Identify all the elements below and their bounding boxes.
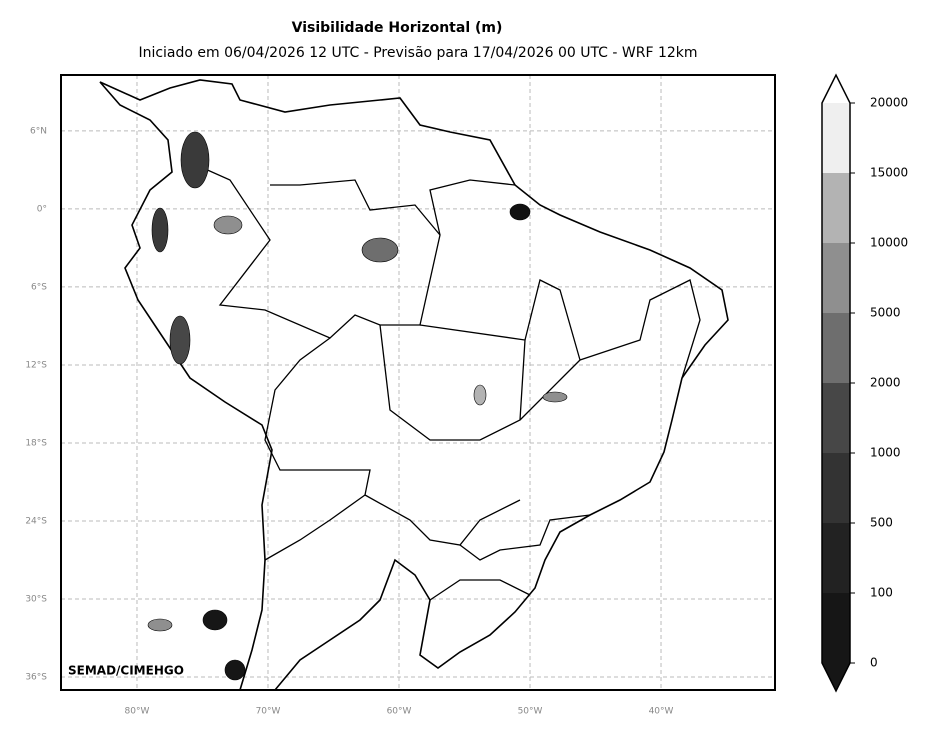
x-tick-label: 70°W bbox=[256, 707, 281, 717]
y-tick-label: 12°S bbox=[25, 360, 47, 370]
x-tick-label: 40°W bbox=[649, 707, 674, 717]
x-tick-label: 60°W bbox=[387, 707, 412, 717]
title: Visibilidade Horizontal (m) bbox=[292, 20, 503, 36]
colorbar-tick-label: 5000 bbox=[870, 306, 901, 320]
colorbar-bin bbox=[822, 453, 850, 523]
colorbar-tick-label: 10000 bbox=[870, 236, 908, 250]
colorbar-tick-label: 0 bbox=[870, 656, 878, 670]
x-tick-label: 50°W bbox=[518, 707, 543, 717]
colorbar-tick-label: 500 bbox=[870, 516, 893, 530]
y-tick-label: 18°S bbox=[25, 438, 47, 448]
y-tick-label: 0° bbox=[37, 204, 47, 214]
colorbar-bin bbox=[822, 313, 850, 383]
subtitle: Iniciado em 06/04/2026 12 UTC - Previsão… bbox=[138, 45, 697, 61]
colorbar-bin bbox=[822, 593, 850, 663]
colorbar-tick-label: 15000 bbox=[870, 166, 908, 180]
colorbar-bin bbox=[822, 173, 850, 243]
colorbar-tick-label: 2000 bbox=[870, 376, 901, 390]
y-tick-label: 6°S bbox=[31, 282, 47, 292]
colorbar-bin bbox=[822, 383, 850, 453]
colorbar-bin bbox=[822, 523, 850, 593]
colorbar-tick-label: 1000 bbox=[870, 446, 901, 460]
credit: SEMAD/CIMEHGO bbox=[68, 664, 184, 678]
colorbar-bin bbox=[822, 103, 850, 173]
colorbar-tick-label: 100 bbox=[870, 586, 893, 600]
colorbar-tick-label: 20000 bbox=[870, 96, 908, 110]
x-tick-label: 80°W bbox=[125, 707, 150, 717]
y-tick-label: 36°S bbox=[25, 672, 47, 682]
map-frame bbox=[60, 74, 776, 691]
y-tick-label: 24°S bbox=[25, 516, 47, 526]
colorbar-over bbox=[822, 75, 850, 103]
visibility-blobs bbox=[147, 131, 568, 681]
y-tick-label: 6°N bbox=[30, 126, 47, 136]
colorbar-under bbox=[822, 663, 850, 691]
y-tick-label: 30°S bbox=[25, 594, 47, 604]
colorbar-bin bbox=[822, 243, 850, 313]
map-outline bbox=[99, 79, 729, 691]
